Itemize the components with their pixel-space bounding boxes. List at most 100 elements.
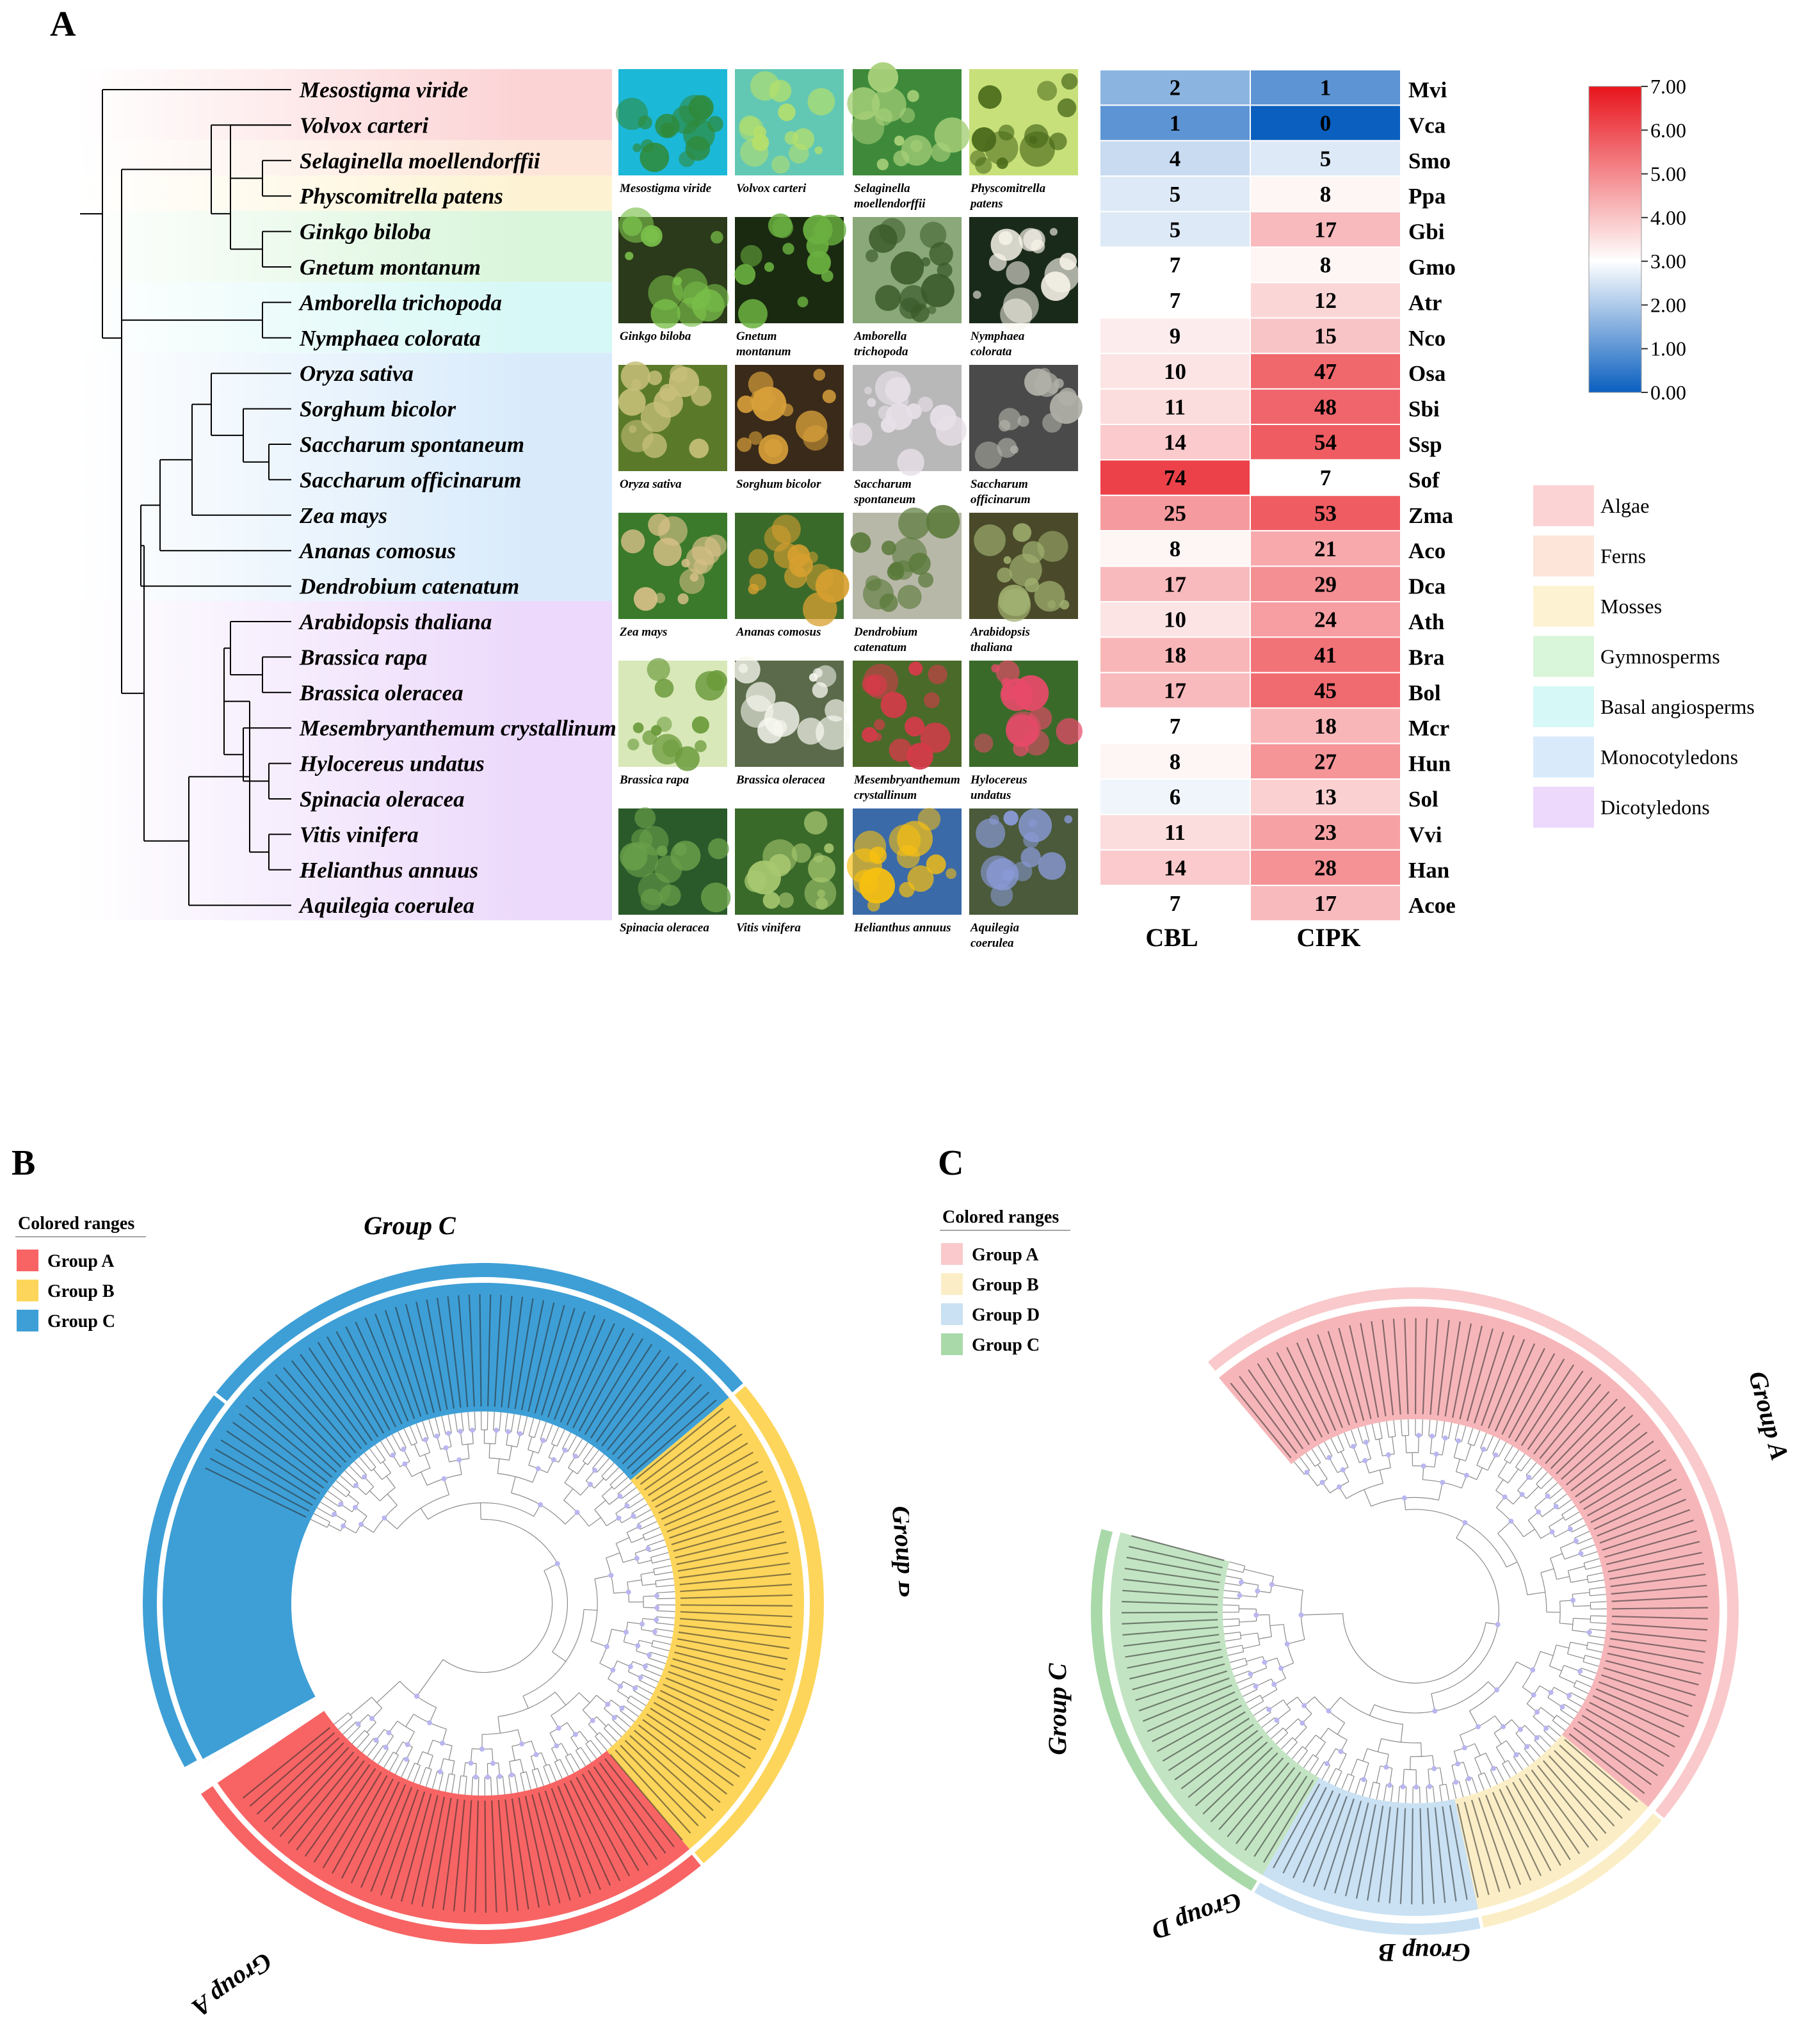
heatmap-value: 45 — [1314, 679, 1337, 703]
heatmap-value: 74 — [1164, 465, 1186, 490]
node-support — [1462, 1520, 1468, 1525]
node-support — [405, 1742, 410, 1748]
node-support — [616, 1515, 622, 1521]
heatmap-cell — [1099, 140, 1251, 177]
node-support — [1502, 1494, 1508, 1500]
species-photo — [969, 217, 1079, 331]
heatmap-value: 4 — [1170, 147, 1181, 172]
node-support — [1501, 1724, 1506, 1730]
node-support — [1519, 1491, 1525, 1497]
heatmap-value: 17 — [1164, 572, 1186, 597]
clade-range — [1219, 1306, 1720, 1807]
legend-swatch — [941, 1243, 963, 1265]
scale-tick-label: 4.00 — [1650, 206, 1686, 229]
node-support — [1262, 1659, 1268, 1665]
node-support — [611, 1715, 617, 1721]
heatmap-value: 29 — [1314, 572, 1337, 597]
node-support — [1513, 1752, 1519, 1758]
node-support — [610, 1667, 616, 1673]
node-support — [634, 1556, 640, 1561]
node-support — [1340, 1467, 1346, 1473]
species-label: Mesostigma viride — [299, 77, 468, 102]
node-support — [1493, 1452, 1499, 1458]
species-label: Saccharum officinarum — [300, 467, 522, 492]
node-support — [1266, 1707, 1272, 1712]
node-support — [617, 1493, 623, 1499]
heatmap-cell — [1099, 317, 1251, 355]
node-support — [1274, 1717, 1280, 1723]
node-support — [1336, 1484, 1342, 1490]
photo-caption: catenatum — [854, 641, 906, 654]
heatmap-cell — [1099, 849, 1251, 887]
node-support — [403, 1757, 409, 1762]
heatmap-cell — [1099, 885, 1251, 922]
heatmap-cell — [1250, 530, 1401, 567]
node-support — [443, 1445, 449, 1451]
node-support — [1578, 1550, 1584, 1556]
lineage-legend: Algae Ferns Mosses Gymnosperms Basal angiosp… — [1533, 485, 1755, 828]
node-support — [338, 1501, 344, 1507]
tree-branches — [1223, 1419, 1607, 1803]
panel-b: Colored ranges Group A Group B Group C Grou… — [15, 1211, 909, 2023]
node-support — [642, 1664, 648, 1669]
node-support — [654, 1617, 659, 1623]
legend-swatch — [941, 1303, 963, 1325]
node-support — [426, 1720, 432, 1726]
species-label: Spinacia oleracea — [300, 787, 465, 812]
node-support — [556, 1725, 561, 1731]
legend-title: Colored ranges — [18, 1214, 134, 1234]
clade-ring — [1254, 1882, 1481, 1935]
species-label: Volvox carteri — [300, 113, 429, 138]
legend-swatch — [17, 1250, 38, 1271]
species-photo — [969, 808, 1078, 915]
node-support — [1536, 1509, 1542, 1515]
node-support — [441, 1476, 447, 1482]
photo-caption: moellendorffii — [854, 197, 926, 211]
legend-label: Group B — [972, 1275, 1039, 1295]
group-label: Group B — [1378, 1938, 1470, 1967]
species-abbreviation: Nco — [1408, 326, 1446, 351]
photo-caption: Spinacia oleracea — [620, 921, 709, 935]
photo-caption: Ginkgo biloba — [620, 330, 691, 343]
heatmap-cell — [1099, 353, 1251, 390]
node-support — [1570, 1597, 1576, 1603]
clade-range — [1454, 1734, 1648, 1909]
node-support — [490, 1760, 496, 1766]
group-label: Group B — [887, 1504, 909, 1598]
node-support — [1466, 1776, 1472, 1781]
node-support — [383, 1744, 389, 1750]
photo-caption: Helianthus annuus — [853, 921, 951, 935]
node-support — [1255, 1588, 1260, 1594]
node-support — [604, 1644, 609, 1650]
node-support — [1586, 1630, 1592, 1636]
species-abbreviation: Gmo — [1408, 255, 1456, 280]
node-support — [1326, 1708, 1332, 1714]
node-support — [1429, 1433, 1435, 1439]
species-label: Aquilegia coerulea — [298, 893, 474, 918]
node-support — [469, 1427, 475, 1433]
node-support — [1338, 1749, 1344, 1755]
node-support — [636, 1524, 642, 1529]
clade-ring — [216, 1263, 743, 1401]
node-support — [1530, 1667, 1536, 1673]
heatmap-value: 25 — [1164, 501, 1186, 526]
node-support — [1567, 1526, 1573, 1532]
legend-label: Group B — [47, 1282, 115, 1301]
species-abbreviation: Smo — [1408, 149, 1451, 173]
heatmap-value: 28 — [1314, 856, 1337, 881]
node-support — [517, 1431, 523, 1436]
node-support — [538, 1502, 544, 1507]
heatmap-value: 18 — [1164, 643, 1186, 668]
species-photo — [969, 69, 1078, 175]
node-support — [509, 1772, 515, 1778]
node-support — [618, 1684, 624, 1689]
node-support — [1269, 1582, 1275, 1588]
species-photo — [853, 217, 962, 323]
node-support — [640, 1621, 645, 1627]
node-support — [1385, 1452, 1391, 1458]
heatmap-value: 14 — [1164, 856, 1186, 881]
species-abbreviation: Dca — [1408, 574, 1446, 599]
scale-tick-label: 6.00 — [1650, 118, 1686, 141]
node-support — [1300, 1720, 1305, 1726]
